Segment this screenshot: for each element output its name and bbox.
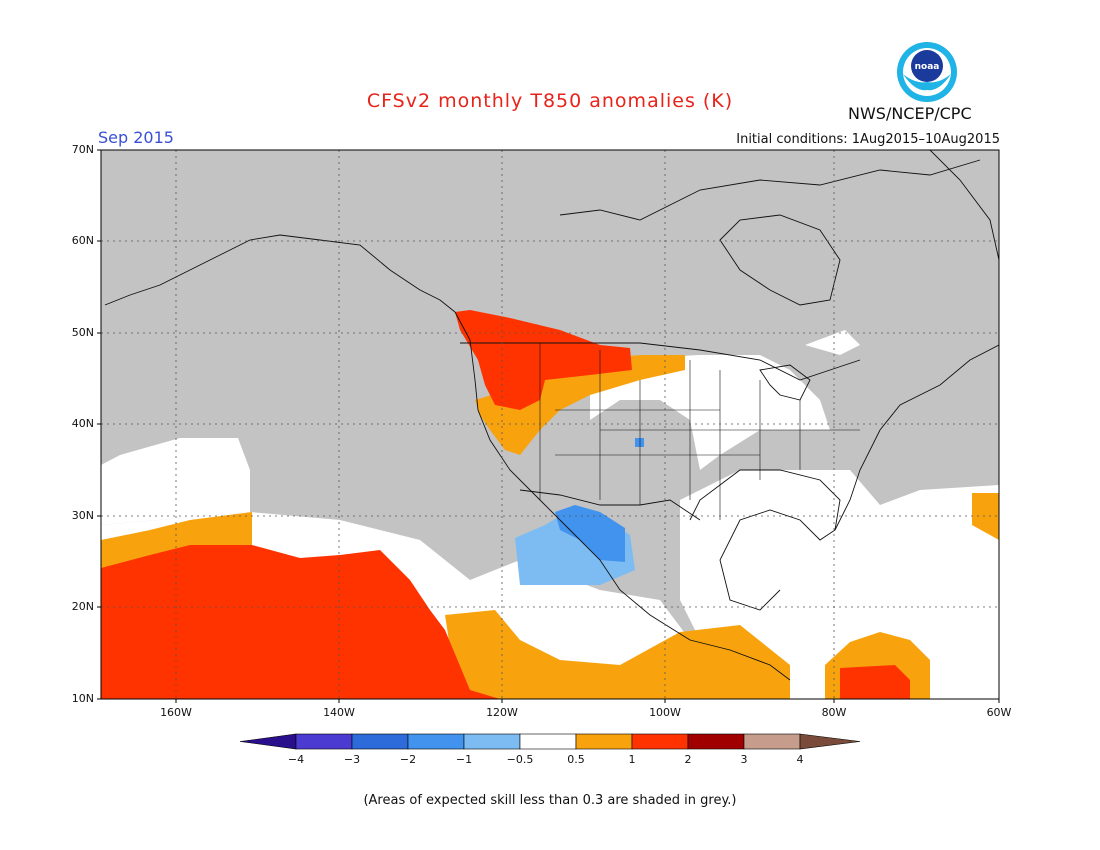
warm-region-atlantic-orange xyxy=(972,493,999,540)
lat-label: 10N xyxy=(71,692,94,705)
cool-spot-colorado xyxy=(635,438,644,447)
colorbar-segment xyxy=(463,733,521,750)
colorbar-tick-label: 3 xyxy=(740,753,748,766)
logo-text: noaa xyxy=(915,62,940,72)
warm-region-pacific-orange xyxy=(101,512,252,570)
colorbar-tick-label: −1 xyxy=(455,753,473,766)
warm-region-caribbean-red xyxy=(840,665,910,699)
coastline-alaska xyxy=(104,234,456,313)
neutral-region-great-lakes xyxy=(805,330,860,355)
border-us-mexico xyxy=(519,489,701,521)
lat-label: 70N xyxy=(71,143,94,156)
colorbar-tick-label: 0.5 xyxy=(567,753,585,766)
greenland-coast xyxy=(929,150,999,261)
warm-region-northwest-orange xyxy=(475,355,685,455)
coastline-gulf xyxy=(689,469,841,611)
colorbar-tick-label: 1 xyxy=(628,753,636,766)
lon-label: 140W xyxy=(323,706,355,719)
colorbar-segment xyxy=(519,733,577,750)
colorbar-arrow-left xyxy=(239,733,297,750)
lat-label: 40N xyxy=(71,417,94,430)
colorbar-tick-label: −2 xyxy=(399,753,417,766)
lon-label: 160W xyxy=(160,706,192,719)
colorbar-segment xyxy=(743,733,801,750)
lat-label: 30N xyxy=(71,509,94,522)
lat-label: 20N xyxy=(71,600,94,613)
warm-region-pacific-red xyxy=(101,545,500,699)
border-canada-us xyxy=(460,342,861,381)
colorbar-segment xyxy=(631,733,689,750)
cool-region-mexico-blue xyxy=(555,505,625,562)
grid-lines xyxy=(101,150,999,699)
colorbar-segment xyxy=(351,733,409,750)
coastline-east xyxy=(834,344,999,531)
skill-note: (Areas of expected skill less than 0.3 a… xyxy=(363,793,737,808)
arctic-islands xyxy=(559,159,981,221)
colorbar-tick-label: −4 xyxy=(287,753,305,766)
warm-region-northwest-red xyxy=(455,310,632,410)
noaa-logo-icon: noaa xyxy=(897,42,957,102)
lon-label: 60W xyxy=(986,706,1012,719)
colorbar-segment xyxy=(575,733,633,750)
colorbar-tick-label: −3 xyxy=(343,753,361,766)
lon-label: 120W xyxy=(486,706,518,719)
hudson-bay xyxy=(719,214,841,306)
lat-label: 60N xyxy=(71,234,94,247)
lon-label: 100W xyxy=(649,706,681,719)
colorbar-arrow-right xyxy=(799,733,861,750)
chart-title: CFSv2 monthly T850 anomalies (K) xyxy=(366,90,734,112)
colorbar-tick-label: 2 xyxy=(684,753,692,766)
colorbar-segment xyxy=(687,733,745,750)
colorbar-tick-label: −0.5 xyxy=(506,753,534,766)
neutral-region-central-us xyxy=(590,355,830,470)
agency-label: NWS/NCEP/CPC xyxy=(848,104,972,123)
neutral-region-pacific xyxy=(101,438,250,525)
initial-conditions: Initial conditions: 1Aug2015–10Aug2015 xyxy=(736,132,1000,147)
colorbar-tick-label: 4 xyxy=(796,753,804,766)
colorbar-segment xyxy=(407,733,465,750)
warm-region-tropical-orange xyxy=(445,610,790,699)
state-borders xyxy=(539,343,860,520)
lon-label: 80W xyxy=(821,706,847,719)
lat-label: 50N xyxy=(71,326,94,339)
coastline-west xyxy=(454,311,791,681)
colorbar-segment xyxy=(295,733,353,750)
forecast-month: Sep 2015 xyxy=(98,128,174,147)
